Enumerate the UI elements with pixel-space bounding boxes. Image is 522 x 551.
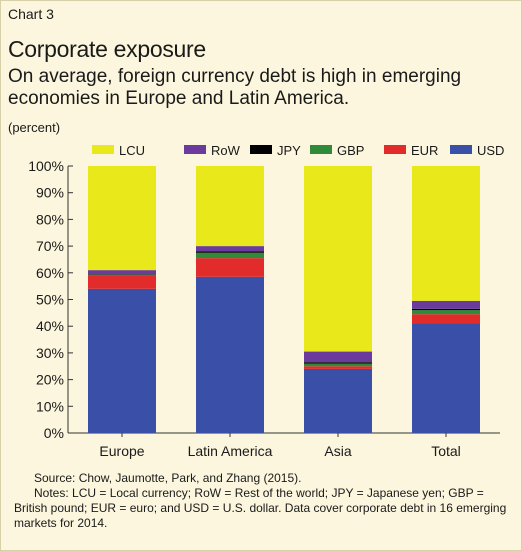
legend-label-lcu: LCU [119,143,145,158]
x-tick-label: Asia [324,443,351,459]
bar-europe-usd [88,288,156,433]
bar-latin-america-lcu [196,166,264,247]
legend-label-jpy: JPY [277,143,301,158]
bar-europe-jpy [88,274,156,275]
x-tick-label: Total [431,443,461,459]
legend-swatch-lcu [92,145,114,154]
y-tick-label: 10% [36,398,64,414]
legend-swatch-gbp [310,145,332,154]
source-note: Source: Chow, Jaumotte, Park, and Zhang … [34,471,302,485]
bar-europe-eur [88,275,156,289]
bar-asia-lcu [304,166,372,352]
y-tick-label: 60% [36,265,64,281]
legend-swatch-eur [384,145,406,154]
bar-asia-row [304,351,372,363]
y-tick-label: 100% [28,158,64,174]
bar-total-row [412,300,480,309]
legend-label-eur: EUR [411,143,438,158]
chart-notes: Source: Chow, Jaumotte, Park, and Zhang … [14,471,514,531]
y-tick-label: 50% [36,292,64,308]
bar-asia-gbp [304,363,372,367]
bar-asia-jpy [304,362,372,364]
bar-total-jpy [412,308,480,311]
bar-total-usd [412,323,480,433]
bar-total-eur [412,314,480,324]
bar-latin-america-jpy [196,251,264,253]
legend-label-usd: USD [477,143,504,158]
bar-asia-usd [304,368,372,433]
legend-label-row: RoW [211,143,241,158]
y-tick-label: 20% [36,372,64,388]
bar-latin-america-eur [196,258,264,277]
legend-swatch-jpy [250,145,272,154]
y-tick-label: 30% [36,345,64,361]
y-tick-label: 0% [44,425,64,441]
bar-europe-lcu [88,166,156,271]
chart-title: Corporate exposure [8,36,206,62]
chart-subtitle: On average, foreign currency debt is hig… [8,66,462,109]
y-tick-label: 80% [36,211,64,227]
notes-text: Notes: LCU = Local currency; RoW = Rest … [14,486,507,530]
bar-latin-america-gbp [196,252,264,259]
y-tick-label: 40% [36,318,64,334]
y-axis-unit: (percent) [8,120,61,135]
y-tick-label: 90% [36,185,64,201]
bar-europe-gbp [88,274,156,276]
bar-latin-america-usd [196,276,264,433]
x-tick-label: Europe [99,443,144,459]
x-tick-label: Latin America [188,443,273,459]
bar-latin-america-row [196,246,264,252]
chart-number: Chart 3 [8,6,54,22]
y-tick-label: 70% [36,238,64,254]
bar-total-gbp [412,310,480,315]
bar-asia-eur [304,366,372,369]
stacked-bar-chart: LCU RoW JPY GBP EUR USD 0% 10% 20% 30% 40% 50% 60% 70… [28,143,504,459]
bar-europe-row [88,270,156,275]
legend-label-gbp: GBP [337,143,364,158]
bar-total-lcu [412,166,480,301]
legend-swatch-row [184,145,206,154]
legend-swatch-usd [450,145,472,154]
